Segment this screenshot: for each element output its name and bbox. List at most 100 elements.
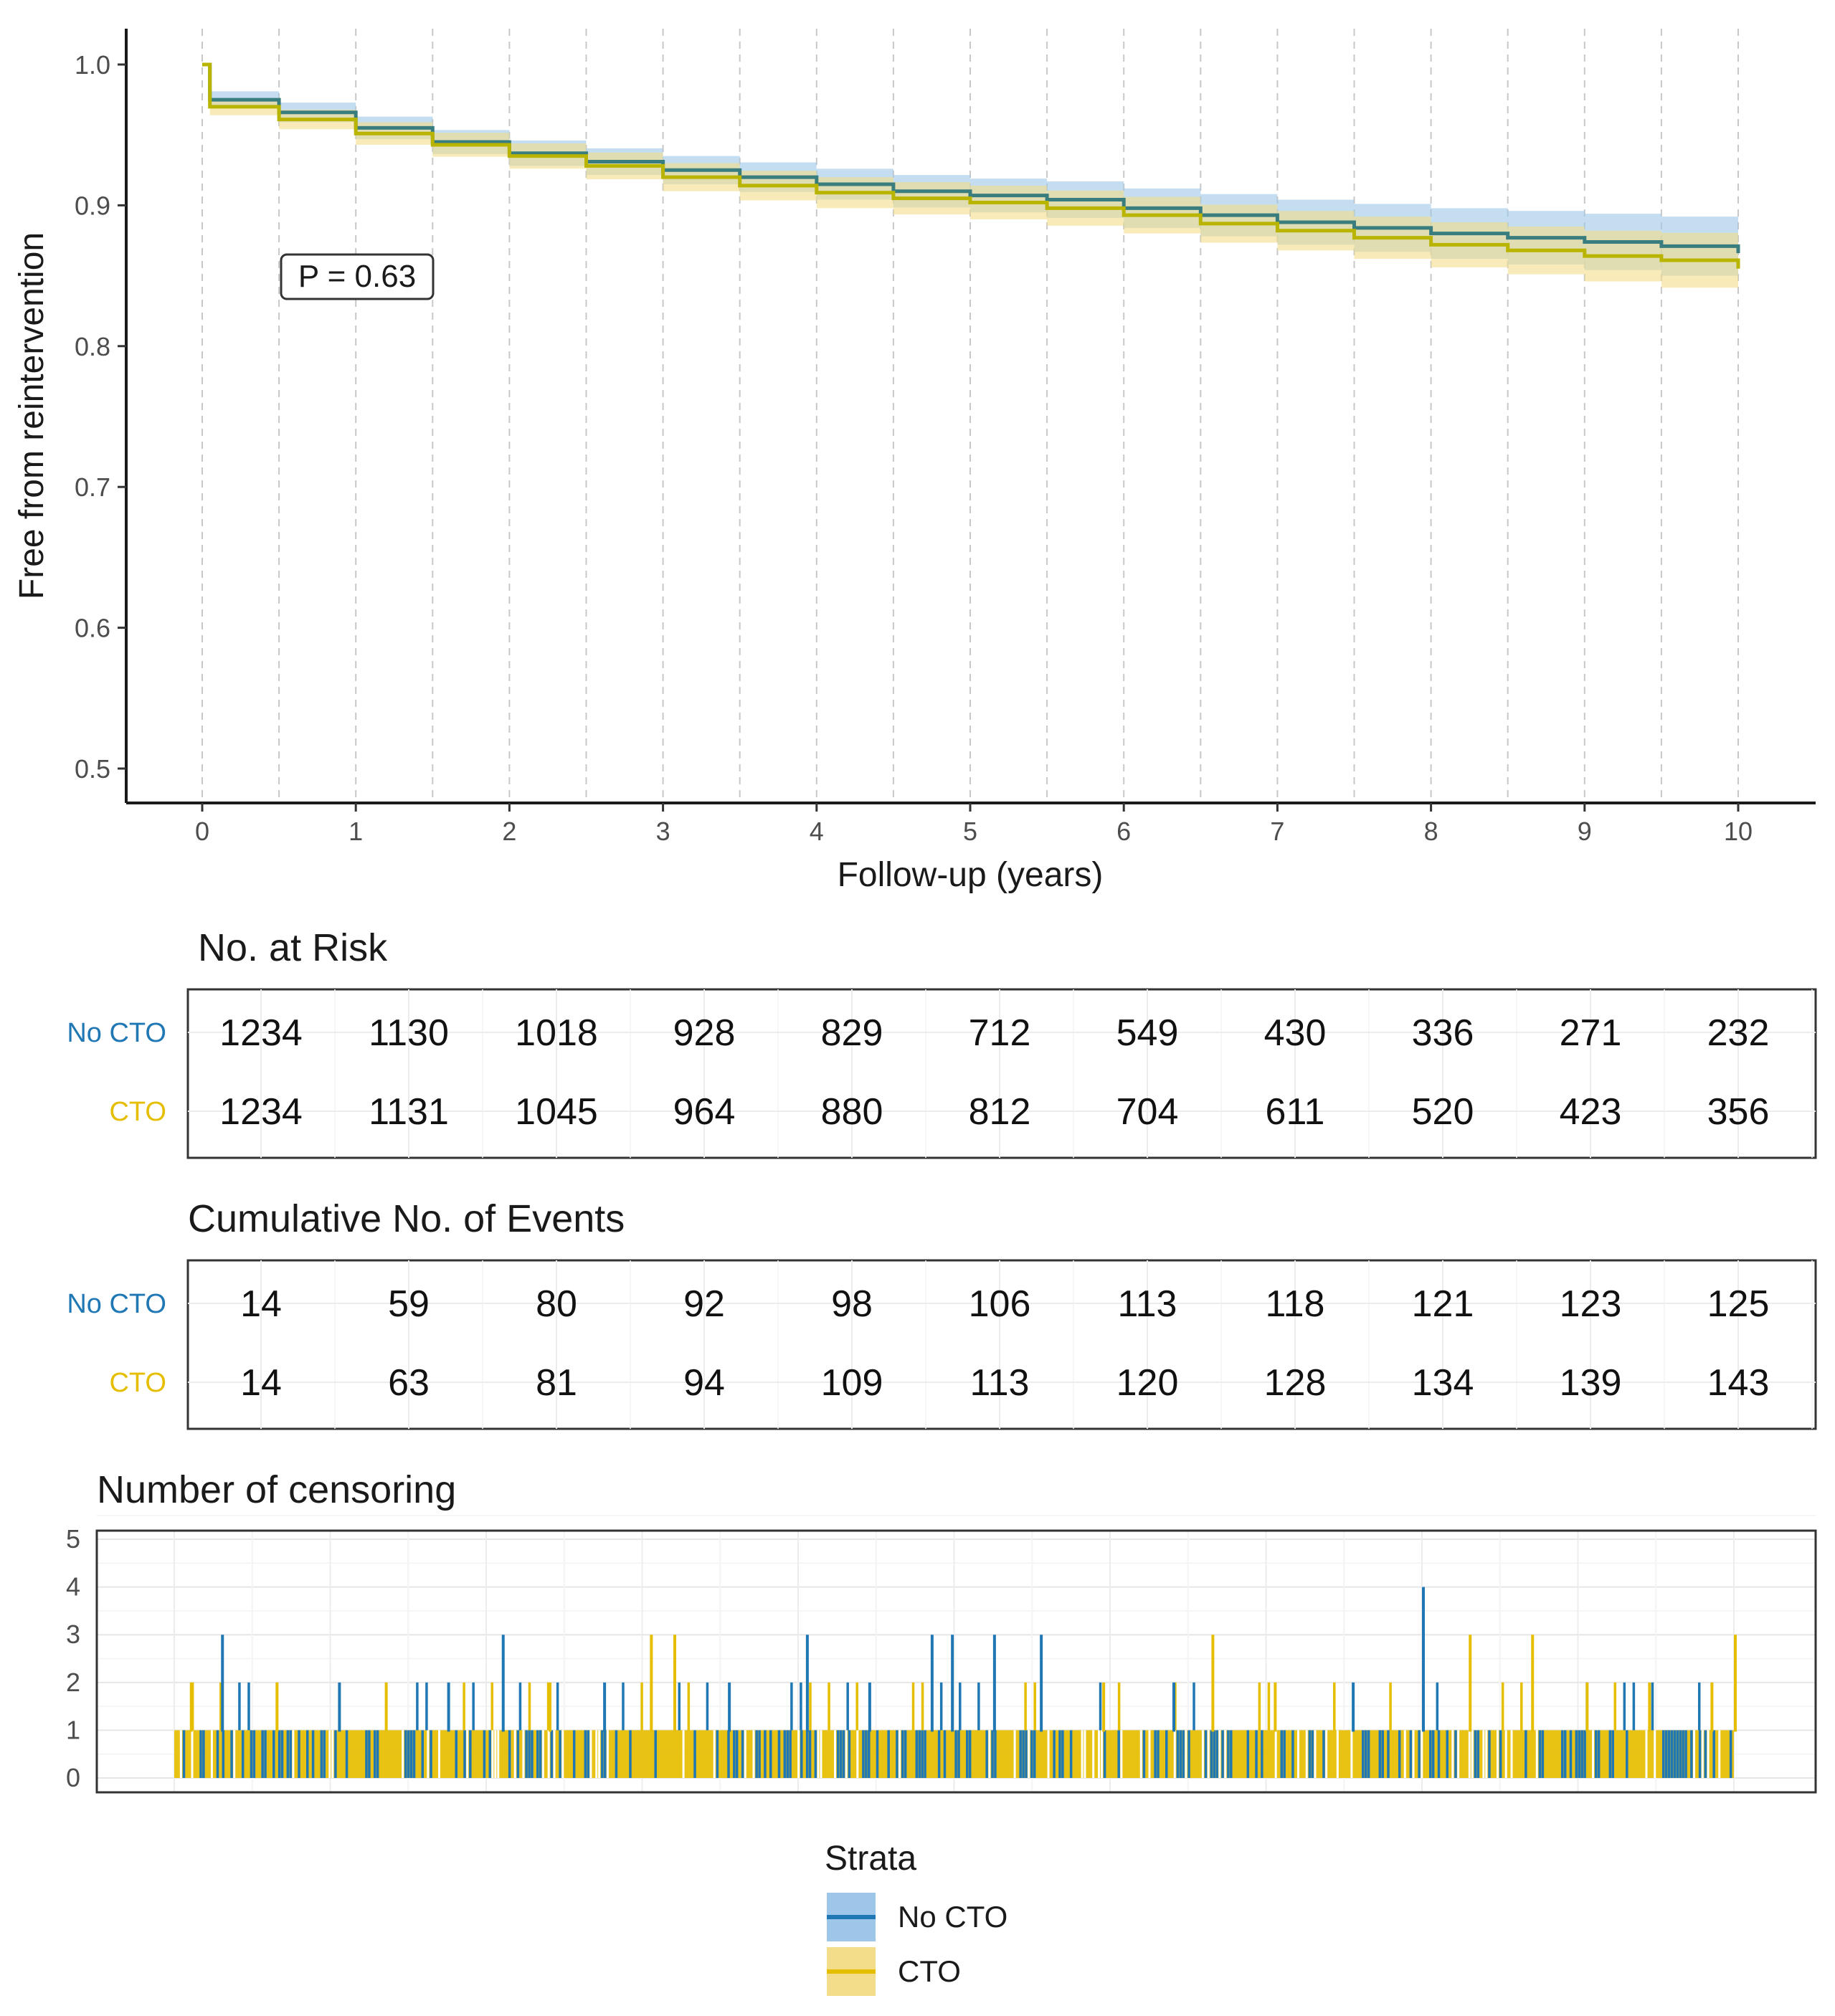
censoring-peak-cto [650, 1635, 653, 1732]
censoring-bar-no-cto [261, 1730, 264, 1778]
censoring-bar-no-cto [264, 1730, 267, 1778]
censoring-bar [911, 1682, 915, 1731]
censoring-gap [744, 1730, 746, 1778]
censoring-y-ticks: 0 1 2 3 4 5 [66, 1524, 80, 1792]
censoring-gap [1120, 1730, 1123, 1778]
censoring-peak-no-cto [1352, 1682, 1355, 1732]
censoring-y-tick-label: 2 [66, 1668, 80, 1697]
censoring-peak-no-cto [805, 1635, 809, 1732]
censoring-bar-no-cto [1176, 1730, 1180, 1778]
events-table: Cumulative No. of Events No CTO CTO 14 59 8… [67, 1197, 1817, 1430]
censoring-bar-no-cto [1667, 1730, 1671, 1778]
censoring-bar-no-cto [222, 1730, 225, 1778]
censoring-gap [1325, 1730, 1328, 1778]
censoring-bar-no-cto [1053, 1730, 1056, 1778]
censoring-bar-no-cto [1488, 1730, 1491, 1778]
censoring-peak-cto [1734, 1635, 1737, 1732]
censoring-bar-no-cto [1446, 1730, 1448, 1778]
x-tick-label: 1 [348, 817, 363, 846]
censoring-gap [210, 1730, 213, 1778]
censoring-gap [1081, 1730, 1084, 1778]
survival-plot-panel: 0.5 0.6 0.7 0.8 0.9 1.0 0 1 2 3 4 5 6 7 8 9 10 Free fro… [13, 29, 1816, 894]
censoring-bar-no-cto [1679, 1730, 1682, 1778]
x-tick-label: 10 [1724, 817, 1753, 846]
censoring-bar-no-cto [755, 1730, 758, 1778]
censoring-bar [622, 1682, 625, 1731]
censoring-bar-no-cto [298, 1730, 300, 1778]
censoring-bar-no-cto [954, 1730, 957, 1778]
censoring-bar-no-cto [1280, 1730, 1284, 1778]
censoring-gap [1098, 1730, 1101, 1778]
censoring-gap [1336, 1730, 1339, 1778]
table-cell: 113 [970, 1362, 1030, 1404]
censoring-bar-no-cto [918, 1730, 921, 1778]
censoring-bar [828, 1682, 830, 1731]
censoring-bar-no-cto [1437, 1730, 1441, 1778]
censoring-bar [556, 1682, 559, 1731]
censoring-bar-no-cto [1187, 1730, 1190, 1778]
censoring-bar-no-cto [783, 1730, 787, 1778]
censoring-bar-no-cto [842, 1730, 845, 1778]
table-cell: 336 [1412, 1012, 1474, 1054]
row-label: No CTO [67, 1018, 166, 1048]
censoring-bar-no-cto [584, 1730, 587, 1778]
censoring-peak-cto [1585, 1682, 1589, 1732]
censoring-bar-no-cto [654, 1730, 657, 1778]
censoring-bar-no-cto [1322, 1730, 1325, 1778]
censoring-bar-no-cto [216, 1730, 219, 1778]
censoring-bar-no-cto [412, 1730, 416, 1778]
table-cell: 964 [673, 1091, 736, 1133]
censoring-gap [1148, 1730, 1151, 1778]
censoring-bar-no-cto [741, 1730, 744, 1778]
censoring-peak-no-cto [930, 1635, 934, 1732]
censoring-bar [790, 1682, 793, 1731]
censoring-bar-no-cto [1283, 1730, 1286, 1778]
table-cell: 271 [1560, 1012, 1622, 1054]
censoring-bar-no-cto [1538, 1730, 1542, 1778]
censoring-bar-no-cto [1684, 1730, 1687, 1778]
censoring-bar [1632, 1682, 1636, 1731]
censoring-bar-no-cto [601, 1730, 604, 1778]
events-table-cells: 14 59 80 92 98 106 113 118 121 123 125 14 63 81 94 109 1… [240, 1283, 1769, 1404]
censoring-bar-no-cto [539, 1730, 542, 1778]
censoring-peak-cto [1102, 1682, 1106, 1732]
censoring-bar-no-cto [182, 1730, 186, 1778]
censoring-bar-no-cto [306, 1730, 309, 1778]
censoring-gap [522, 1730, 525, 1778]
censoring-bar-no-cto [1058, 1730, 1061, 1778]
censoring-bar-no-cto [736, 1730, 739, 1778]
censoring-bar-no-cto [373, 1730, 376, 1778]
censoring-peak-no-cto [951, 1635, 954, 1732]
censoring-bar [1258, 1682, 1261, 1731]
censoring-peak-no-cto [501, 1635, 505, 1732]
censoring-bar [855, 1682, 858, 1731]
censoring-gap [589, 1730, 592, 1778]
censoring-gap [1218, 1730, 1221, 1778]
table-cell: 14 [240, 1362, 282, 1404]
censoring-bar-no-cto [786, 1730, 789, 1778]
censoring-bar [238, 1682, 241, 1731]
censoring-bar [640, 1682, 643, 1731]
censoring-bar-no-cto [1069, 1730, 1073, 1778]
censoring-peak-cto [384, 1682, 388, 1732]
censoring-bar-no-cto [1387, 1730, 1390, 1778]
censoring-bar-no-cto [1033, 1730, 1036, 1778]
censoring-bar-no-cto [789, 1730, 792, 1778]
censoring-gap [817, 1730, 820, 1778]
censoring-bar [247, 1682, 250, 1731]
censoring-gap [1092, 1730, 1095, 1778]
legend-label: CTO [898, 1954, 961, 1988]
censoring-peak-cto [549, 1682, 551, 1732]
risk-table-border [186, 988, 1817, 1159]
censoring-gap [1718, 1730, 1721, 1778]
censoring-bar-no-cto [733, 1730, 736, 1778]
censoring-peak-cto [1531, 1635, 1535, 1732]
censoring-bar-no-cto [199, 1730, 202, 1778]
censoring-gap [1314, 1730, 1317, 1778]
censoring-gap [713, 1730, 716, 1778]
censoring-gap [497, 1730, 500, 1778]
censoring-bar-no-cto [839, 1730, 843, 1778]
censoring-gap [1412, 1730, 1415, 1778]
censoring-gap [598, 1730, 601, 1778]
